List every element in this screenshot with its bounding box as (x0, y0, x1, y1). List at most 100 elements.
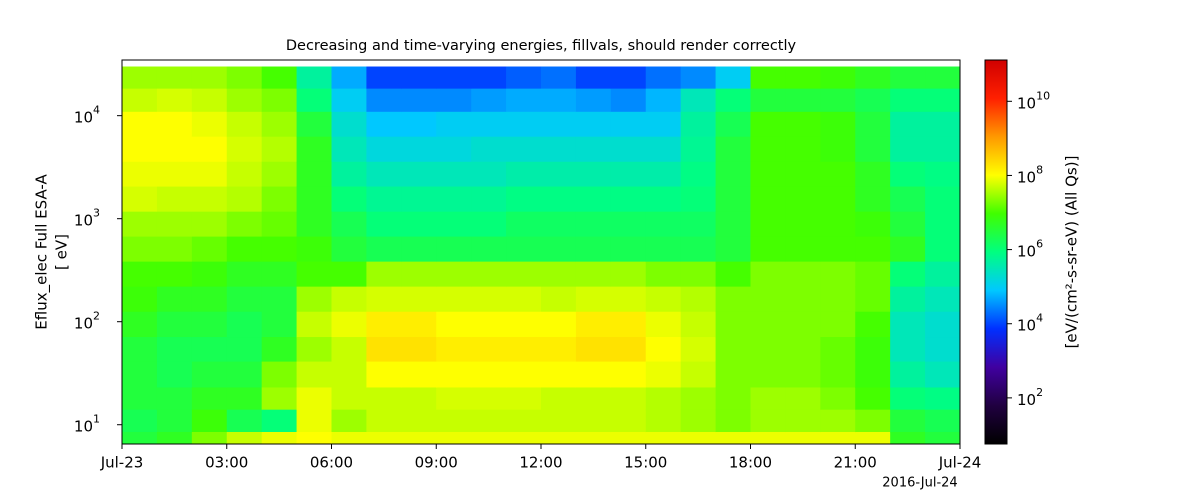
y-label-line: [ eV] (53, 234, 71, 270)
tick-label: 108 (1017, 163, 1043, 186)
cell (296, 136, 332, 163)
cell (261, 111, 298, 138)
x-tick-label: 15:00 (624, 454, 667, 472)
cell (226, 211, 263, 238)
cell (680, 431, 717, 445)
cell (750, 361, 786, 388)
cell (645, 361, 682, 388)
cell (890, 88, 926, 113)
cell (855, 337, 891, 363)
cell (785, 337, 821, 363)
cell (331, 161, 367, 188)
cell (890, 161, 926, 188)
cell (366, 409, 402, 433)
cell (575, 88, 612, 113)
cell (890, 387, 926, 411)
x-tick-label: Jul-23 (100, 454, 144, 472)
cell (261, 136, 298, 163)
cell (750, 311, 786, 338)
cell (750, 431, 786, 445)
cell (680, 261, 717, 288)
cell (925, 88, 961, 113)
cell (191, 211, 228, 238)
cell (750, 211, 786, 238)
cell (366, 88, 402, 113)
cell (366, 111, 402, 138)
cell (855, 261, 891, 288)
tick-label-base: 10 (74, 417, 93, 435)
cell (401, 431, 437, 445)
cell (925, 161, 961, 188)
cell (820, 409, 856, 433)
cell (191, 161, 228, 188)
cell (122, 66, 158, 90)
cell (506, 387, 542, 411)
cell (610, 409, 647, 433)
cell (925, 66, 961, 90)
cell (820, 236, 856, 263)
cell (925, 387, 961, 411)
cell (331, 186, 367, 213)
cell (855, 66, 891, 90)
cell (191, 136, 228, 163)
cell (715, 161, 751, 188)
cell (890, 236, 926, 263)
cell (366, 66, 402, 90)
cell (366, 337, 402, 363)
cell (890, 66, 926, 90)
cell (191, 431, 228, 445)
cell (750, 88, 786, 113)
cell (610, 387, 647, 411)
cell (715, 236, 751, 263)
cell (156, 261, 193, 288)
cell (645, 136, 682, 163)
x-tick-label: Jul-24 (938, 454, 982, 472)
cell (471, 236, 507, 263)
cell (541, 236, 577, 263)
cell (331, 337, 367, 363)
chart-title: Decreasing and time-varying energies, fi… (286, 38, 797, 54)
cell (506, 136, 542, 163)
cell (575, 161, 612, 188)
cell (890, 431, 926, 445)
tick-label: 103 (74, 207, 100, 230)
cell (261, 337, 298, 363)
cell (645, 261, 682, 288)
tick-label-base: 10 (74, 108, 93, 126)
cell (925, 431, 961, 445)
cell (575, 311, 612, 338)
cell (436, 236, 472, 263)
cell (191, 311, 228, 338)
cell (785, 161, 821, 188)
cell (261, 236, 298, 263)
cell (156, 409, 193, 433)
cell (610, 286, 647, 313)
cell (191, 66, 228, 90)
cell (680, 111, 717, 138)
cell (541, 286, 577, 313)
cell (925, 337, 961, 363)
cell (541, 409, 577, 433)
cell (226, 261, 263, 288)
cell (296, 88, 332, 113)
cell (436, 409, 472, 433)
cell (122, 311, 158, 338)
tick-label: 104 (1017, 312, 1043, 335)
cell (191, 409, 228, 433)
cell (541, 88, 577, 113)
cell (506, 261, 542, 288)
tick-label-base: 10 (74, 211, 93, 229)
cell (261, 161, 298, 188)
cell (820, 136, 856, 163)
cell (575, 286, 612, 313)
cell (855, 311, 891, 338)
cell (750, 66, 786, 90)
cell (541, 261, 577, 288)
colorbar (984, 59, 1008, 445)
cell (645, 88, 682, 113)
cell (436, 311, 472, 338)
cell (506, 431, 542, 445)
cell (925, 186, 961, 213)
cell (296, 261, 332, 288)
cell (122, 261, 158, 288)
